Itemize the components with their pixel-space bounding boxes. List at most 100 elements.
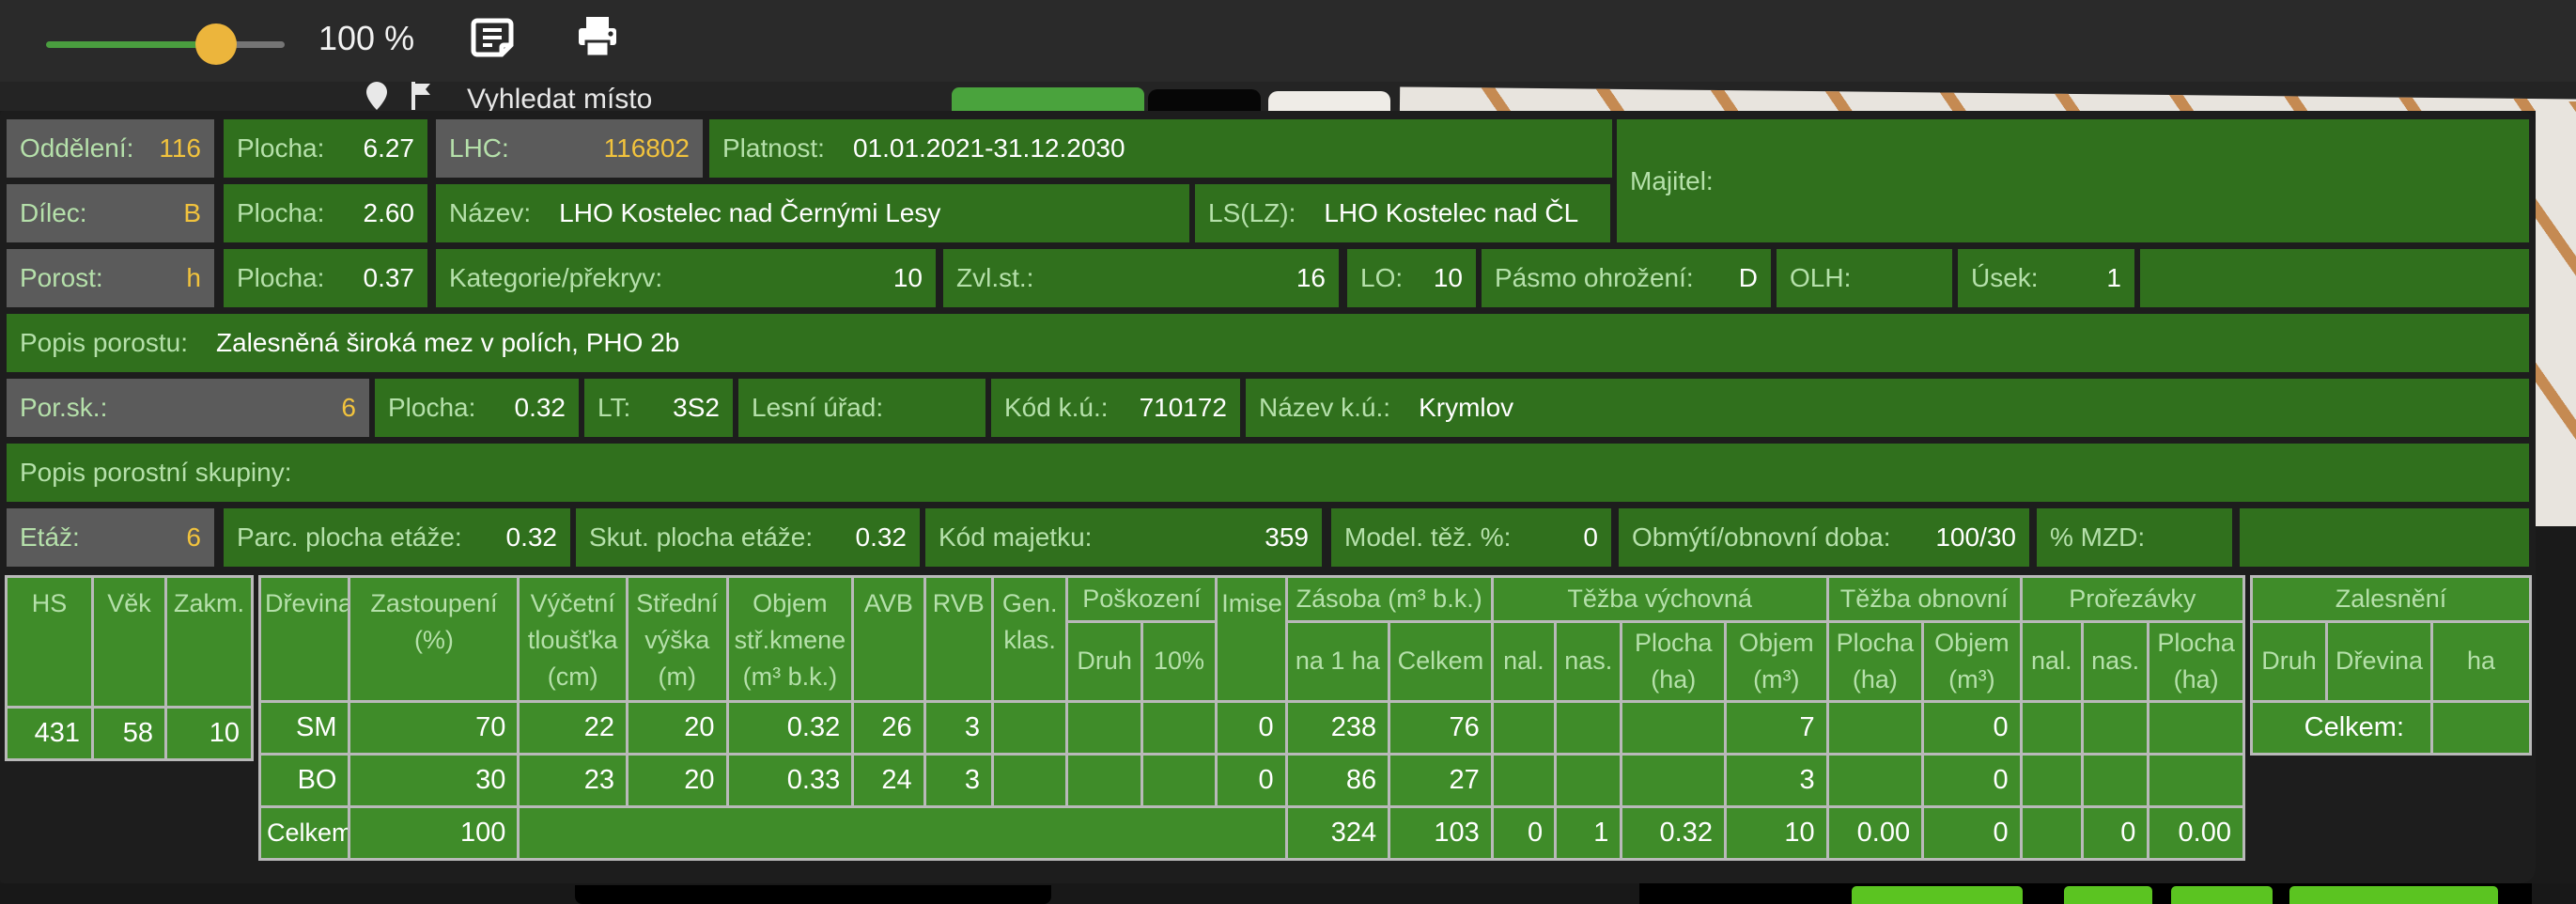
field-value: 3S2 (673, 393, 720, 422)
field-label: OLH: (1790, 263, 1852, 292)
cell-zakm: 10 (164, 706, 254, 761)
zoom-slider[interactable] (46, 19, 285, 70)
cell: 30 (348, 753, 520, 808)
column-header-nas-p: nas. (2080, 620, 2150, 703)
column-header-druh: Druh (1065, 620, 1143, 703)
total-label: Celkem: (257, 805, 351, 861)
cell (1065, 700, 1143, 756)
column-header-objem-v: Objem (m³) (1724, 620, 1829, 703)
species-total-row: Celkem: 100 324 103 0 1 0.32 10 0.00 0 0… (257, 805, 2245, 861)
column-header-zastoupeni: Zastoupení (%) (348, 575, 520, 703)
field-label: Platnost: (722, 133, 825, 163)
field-skut-plocha: Skut. plocha etáže: 0.32 (576, 508, 920, 567)
field-platnost: Platnost: 01.01.2021-31.12.2030 (709, 119, 1612, 178)
field-oddeleni: Oddělení: 116 (7, 119, 214, 178)
zalesneni-total-row: Celkem: (2250, 700, 2533, 756)
cell (2080, 700, 2150, 756)
group-header-zalesneni: Zalesnění (2249, 575, 2533, 623)
map-action-button[interactable] (952, 87, 1144, 111)
column-header-plocha-p: Plocha (ha) (2147, 620, 2245, 703)
cell (2019, 753, 2084, 808)
field-plocha-porost: Plocha: 0.37 (224, 249, 427, 307)
field-plocha-porsk: Plocha: 0.32 (375, 379, 579, 437)
column-header-nal-p: nal. (2019, 620, 2084, 703)
field-label: Majitel: (1630, 165, 1714, 195)
field-label: % MZD: (2050, 522, 2146, 552)
field-label: LHC: (449, 133, 509, 163)
field-label: LT: (597, 393, 631, 422)
zoom-slider-track-empty (216, 41, 285, 48)
cell-merged-empty (517, 805, 1288, 861)
cell (990, 700, 1069, 756)
column-header-ha: ha (2429, 620, 2533, 703)
field-value: 6 (186, 522, 201, 552)
cell: 24 (851, 753, 926, 808)
background-logo-fragment (1852, 886, 2023, 904)
field-value: Zalesněná široká mez v polích, PHO 2b (216, 328, 680, 357)
cell (1620, 700, 1727, 756)
cell: 0 (1921, 700, 2023, 756)
column-header-nal-v: nal. (1490, 620, 1558, 703)
field-value: 10 (892, 263, 923, 292)
cell: 0 (1215, 700, 1288, 756)
print-icon[interactable] (575, 15, 620, 60)
field-label: Dílec: (20, 198, 87, 227)
background-map-strip: Vyhledat místo (0, 82, 2576, 111)
field-label: Obmýtí/obnovní doba: (1632, 522, 1891, 552)
field-value: h (186, 263, 201, 292)
cell: 23 (517, 753, 628, 808)
field-majitel: Majitel: (1617, 119, 2529, 242)
column-header-vycetni-tloustka: Výčetní tloušťka (cm) (517, 575, 628, 703)
species-row-sm: SM 70 22 20 0.32 26 3 0 238 76 7 0 (257, 700, 2245, 756)
field-label: Úsek: (1971, 263, 2039, 292)
field-value: 1 (2106, 263, 2121, 292)
background-logo-panel (1639, 883, 2532, 904)
cell: 3 (1724, 753, 1829, 808)
field-popis-porostu: Popis porostu: Zalesněná široká mez v po… (7, 314, 2529, 372)
cell (1490, 700, 1558, 756)
group-header-zasoba: Zásoba (m³ b.k.) (1284, 575, 1494, 623)
cell: 3 (923, 753, 994, 808)
field-parc-plocha: Parc. plocha etáže: 0.32 (224, 508, 570, 567)
field-label: Oddělení: (20, 133, 134, 163)
field-value: 0.32 (514, 393, 566, 422)
field-kategorie: Kategorie/překryv: 10 (436, 249, 936, 307)
notes-icon[interactable] (470, 15, 515, 60)
field-label: Porost: (20, 263, 103, 292)
cell (2019, 805, 2084, 861)
column-header-druh: Druh (2250, 620, 2328, 703)
cell (1490, 753, 1558, 808)
field-value: 6 (341, 393, 356, 422)
hs-table: HS Věk Zakm. 431 58 10 (5, 575, 254, 761)
column-header-objem-kmene: Objem stř.kmene (m³ b.k.) (725, 575, 855, 703)
species-row-bo: BO 30 23 20 0.33 24 3 0 86 27 3 0 (257, 753, 2245, 808)
cell-vek: 58 (91, 706, 167, 761)
field-label: Kategorie/překryv: (449, 263, 663, 292)
cell (1825, 753, 1925, 808)
field-usek: Úsek: 1 (1958, 249, 2134, 307)
field-value: 116802 (603, 133, 690, 163)
field-plocha-dilec: Plocha: 2.60 (224, 184, 427, 242)
cell: 0.00 (2147, 805, 2245, 861)
field-label: Název k.ú.: (1259, 393, 1391, 422)
table-row: 431 58 10 (5, 706, 254, 761)
column-header-nas-v: nas. (1554, 620, 1623, 703)
field-lesni-urad: Lesní úřad: (738, 379, 985, 437)
search-place-label[interactable]: Vyhledat místo (467, 84, 653, 111)
cell: 238 (1284, 700, 1391, 756)
zoom-slider-thumb[interactable] (195, 23, 237, 65)
field-kod-majetku: Kód majetku: 359 (925, 508, 1322, 567)
field-value: 0.32 (855, 522, 908, 552)
cell: 1 (1554, 805, 1623, 861)
flag-icon (411, 82, 430, 110)
field-label: Popis porostu: (20, 328, 188, 357)
cell: 20 (626, 753, 729, 808)
field-value: 0 (1583, 522, 1598, 552)
zoom-level-value: 100 % (318, 19, 415, 57)
column-header-drevina: Dřevina (257, 575, 351, 703)
field-label: Kód majetku: (939, 522, 1093, 552)
field-value: 710172 (1139, 393, 1227, 422)
field-label: Zvl.st.: (956, 263, 1034, 292)
cell (1140, 700, 1218, 756)
species-table: Dřevina Zastoupení (%) Výčetní tloušťka … (257, 575, 2246, 861)
